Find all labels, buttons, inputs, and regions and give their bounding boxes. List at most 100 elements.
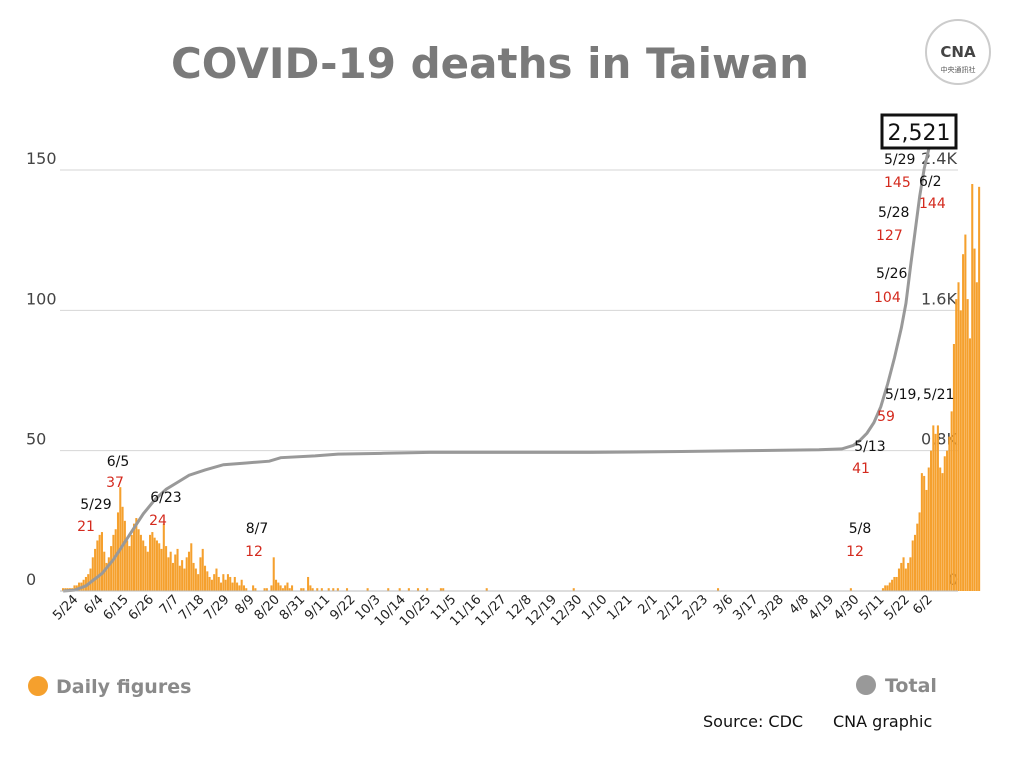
daily-bar bbox=[210, 579, 213, 591]
annotation-date: 6/2 bbox=[919, 174, 942, 190]
daily-bar bbox=[126, 540, 129, 591]
daily-bar bbox=[89, 568, 92, 591]
daily-bar bbox=[952, 344, 955, 591]
daily-bar bbox=[91, 557, 94, 591]
daily-bar bbox=[220, 582, 223, 591]
x-tick-label: 7/18 bbox=[176, 592, 207, 623]
daily-bar bbox=[277, 582, 280, 591]
x-tick-label: 9/11 bbox=[302, 592, 333, 623]
daily-bar bbox=[78, 582, 81, 591]
daily-bar bbox=[217, 576, 220, 591]
annotation-value: 37 bbox=[106, 475, 124, 491]
daily-bar bbox=[916, 523, 919, 591]
x-tick-label: 7/29 bbox=[201, 592, 232, 623]
annotation-value: 41 bbox=[852, 461, 870, 477]
daily-bar bbox=[897, 568, 900, 591]
daily-bar bbox=[169, 551, 172, 591]
daily-bar bbox=[936, 425, 939, 591]
daily-bar bbox=[973, 248, 976, 591]
daily-bar bbox=[265, 588, 268, 591]
x-tick-label: 4/30 bbox=[831, 592, 862, 623]
x-tick-label: 3/28 bbox=[756, 592, 787, 623]
daily-bar bbox=[62, 588, 65, 591]
daily-bar bbox=[158, 543, 161, 591]
daily-bar bbox=[918, 512, 921, 591]
y-axis-ticks: 0 50 100 150 bbox=[26, 149, 57, 589]
daily-bar bbox=[955, 299, 958, 591]
legend-daily-swatch bbox=[28, 676, 48, 696]
source-text: Source: CDC bbox=[703, 712, 803, 731]
daily-bar bbox=[927, 467, 930, 591]
x-tick-label: 6/15 bbox=[101, 592, 132, 623]
daily-bar bbox=[442, 588, 445, 591]
daily-bar bbox=[206, 571, 209, 591]
x-tick-label: 8/20 bbox=[252, 592, 283, 623]
daily-bar bbox=[128, 546, 131, 591]
daily-bar bbox=[190, 543, 193, 591]
annotation-value: 144 bbox=[919, 196, 946, 212]
daily-bar bbox=[968, 338, 971, 591]
annotation-date: 5/29 bbox=[884, 152, 915, 168]
annotation-date: 6/23 bbox=[150, 490, 181, 506]
daily-bar bbox=[149, 534, 152, 591]
daily-bar bbox=[215, 568, 218, 591]
y-tick-label: 100 bbox=[26, 289, 57, 308]
daily-bar bbox=[291, 585, 294, 591]
y2-tick-label: 2.4K bbox=[921, 149, 957, 168]
daily-bar bbox=[904, 568, 907, 591]
daily-bar bbox=[274, 579, 278, 591]
daily-bar bbox=[895, 576, 898, 591]
x-tick-label: 1/21 bbox=[604, 592, 635, 623]
daily-bar bbox=[886, 585, 889, 591]
daily-bar bbox=[439, 588, 442, 591]
daily-bar bbox=[174, 554, 177, 591]
daily-bar bbox=[966, 299, 969, 591]
daily-bar bbox=[146, 551, 149, 591]
credit-text: CNA graphic bbox=[833, 712, 932, 731]
daily-bar bbox=[160, 548, 163, 591]
annotation-value: 59 bbox=[877, 409, 895, 425]
daily-bar bbox=[73, 585, 76, 591]
daily-bar bbox=[884, 585, 887, 591]
daily-bar bbox=[142, 540, 145, 591]
daily-bar bbox=[336, 588, 339, 591]
annotation-value: 21 bbox=[77, 519, 95, 535]
x-tick-label: 1/10 bbox=[579, 592, 610, 623]
x-tick-label: 6/2 bbox=[910, 592, 935, 617]
y-tick-label: 0 bbox=[26, 570, 36, 589]
daily-bar bbox=[964, 234, 967, 592]
x-tick-label: 2/12 bbox=[655, 592, 686, 623]
legend: Daily figures Total bbox=[28, 675, 937, 698]
daily-bar bbox=[959, 310, 962, 591]
daily-bar bbox=[286, 582, 289, 591]
daily-bar bbox=[139, 534, 142, 591]
daily-bar bbox=[907, 562, 910, 591]
annotation-date: 5/21 bbox=[923, 387, 954, 403]
daily-bar bbox=[934, 433, 937, 591]
daily-bar bbox=[105, 562, 108, 591]
annotation-date: 5/13 bbox=[854, 439, 885, 455]
y-tick-label: 50 bbox=[26, 430, 46, 449]
daily-bar bbox=[948, 436, 951, 591]
x-tick-label: 9/22 bbox=[327, 592, 358, 623]
daily-bar bbox=[888, 582, 891, 591]
annotation-value: 104 bbox=[874, 290, 901, 306]
daily-bar bbox=[572, 588, 575, 591]
legend-total-swatch bbox=[856, 675, 876, 695]
daily-bar bbox=[909, 557, 912, 591]
daily-bar bbox=[224, 579, 227, 591]
daily-bar bbox=[263, 588, 266, 591]
daily-bar bbox=[176, 548, 179, 591]
daily-bar bbox=[941, 473, 944, 591]
daily-bar bbox=[327, 588, 330, 591]
daily-bar bbox=[233, 576, 236, 591]
annotation-date: 5/8 bbox=[849, 521, 872, 537]
x-tick-label: 5/22 bbox=[882, 592, 913, 623]
daily-bar bbox=[950, 411, 953, 591]
daily-bar bbox=[311, 588, 314, 591]
x-tick-label: 5/24 bbox=[50, 592, 81, 623]
daily-bar bbox=[155, 540, 158, 591]
annotation-date: 5/28 bbox=[878, 205, 909, 221]
daily-bar bbox=[197, 574, 200, 591]
